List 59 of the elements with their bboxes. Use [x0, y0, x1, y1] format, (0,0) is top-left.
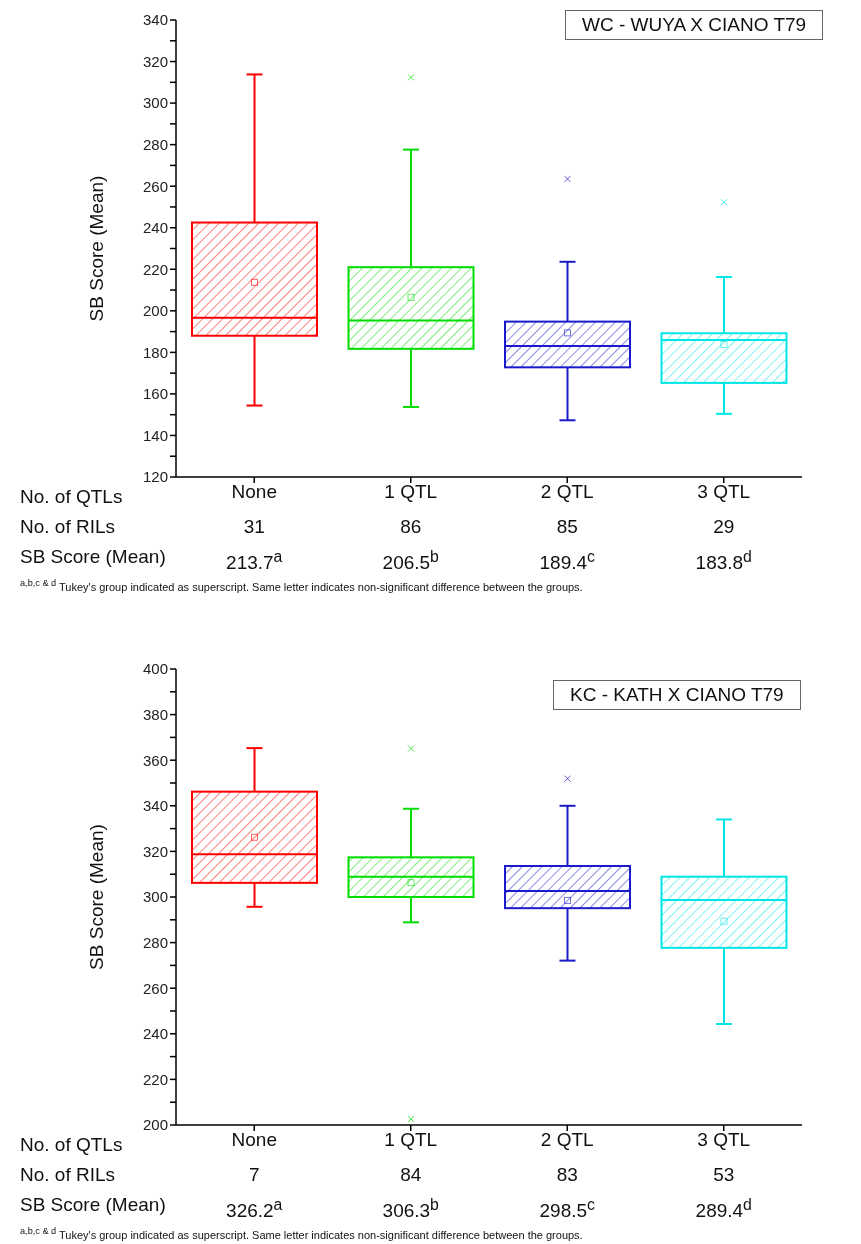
- y-tick-label: 340: [142, 797, 168, 815]
- y-tick-label: 140: [142, 426, 168, 444]
- x-tick-label: 3 QTL: [697, 1129, 751, 1151]
- x-tick-label: None: [231, 481, 277, 503]
- chart-title: WC - WUYA X CIANO T79: [565, 10, 824, 40]
- y-tick-label: 340: [142, 11, 168, 29]
- x-tick-label: 1 QTL: [384, 481, 438, 503]
- y-tick-label: 240: [142, 219, 168, 237]
- y-tick-label: 400: [142, 660, 168, 678]
- y-tick-label: 300: [142, 888, 168, 906]
- text: 289.4$^{d}$: [694, 1195, 753, 1223]
- text: 206.5$^{b}$: [381, 547, 440, 575]
- text: 85: [555, 516, 579, 538]
- x-tick-label: 2 QTL: [540, 481, 594, 503]
- x-tick-label: 3 QTL: [697, 481, 751, 503]
- text: 31: [242, 516, 266, 538]
- y-tick-label: 260: [142, 177, 168, 195]
- text: No. of RILs: [20, 1164, 116, 1186]
- y-tick-label: 120: [142, 468, 168, 486]
- x-axis-title: No. of QTLs: [20, 486, 123, 508]
- y-tick-label: 200: [142, 302, 168, 320]
- x-tick-label: None: [231, 1129, 277, 1151]
- y-tick-label: 280: [142, 933, 168, 951]
- text: $^{a,b,c & d}$ Tukey's group indicated as superscript. Same letter indicates non-significant difference between the groups.: [20, 577, 583, 595]
- y-tick-label: 320: [142, 52, 168, 70]
- text: 53: [712, 1164, 736, 1186]
- text: KC - KATH X CIANO T79: [553, 680, 801, 710]
- x-tick-label: 1 QTL: [384, 1129, 438, 1151]
- text: $^{a,b,c & d}$ Tukey's group indicated as superscript. Same letter indicates non-significant difference between the groups.: [20, 1225, 583, 1243]
- y-tick-label: 280: [142, 135, 168, 153]
- y-tick-label: 360: [142, 751, 168, 769]
- x-axis-title: No. of QTLs: [20, 1134, 123, 1156]
- y-tick-label: 300: [142, 94, 168, 112]
- y-tick-label: 320: [142, 842, 168, 860]
- text: SB Score (Mean): [20, 1194, 166, 1216]
- y-tick-label: 220: [142, 1070, 168, 1088]
- y-tick-label: 260: [142, 979, 168, 997]
- text: 326.2$^{a}$: [225, 1195, 284, 1223]
- y-tick-label: 200: [142, 1116, 168, 1134]
- text: 213.7$^{a}$: [225, 547, 284, 575]
- text: SB Score (Mean): [20, 546, 166, 568]
- y-tick-label: 180: [142, 343, 168, 361]
- text: 86: [399, 516, 423, 538]
- text: 298.5$^{c}$: [538, 1195, 596, 1223]
- y-axis-title: SB Score (Mean): [85, 824, 107, 970]
- text: 84: [399, 1164, 423, 1186]
- text: 83: [555, 1164, 579, 1186]
- text: 7: [247, 1164, 261, 1186]
- text: 183.8$^{d}$: [694, 547, 753, 575]
- text: No. of RILs: [20, 516, 116, 538]
- y-tick-label: 160: [142, 385, 168, 403]
- text: 189.4$^{c}$: [538, 547, 596, 575]
- x-tick-label: 2 QTL: [540, 1129, 594, 1151]
- y-tick-label: 380: [142, 705, 168, 723]
- y-axis-title: SB Score (Mean): [85, 175, 107, 322]
- y-tick-label: 240: [142, 1025, 168, 1043]
- text: 306.3$^{b}$: [381, 1195, 440, 1223]
- text: 29: [712, 516, 736, 538]
- y-tick-label: 220: [142, 260, 168, 278]
